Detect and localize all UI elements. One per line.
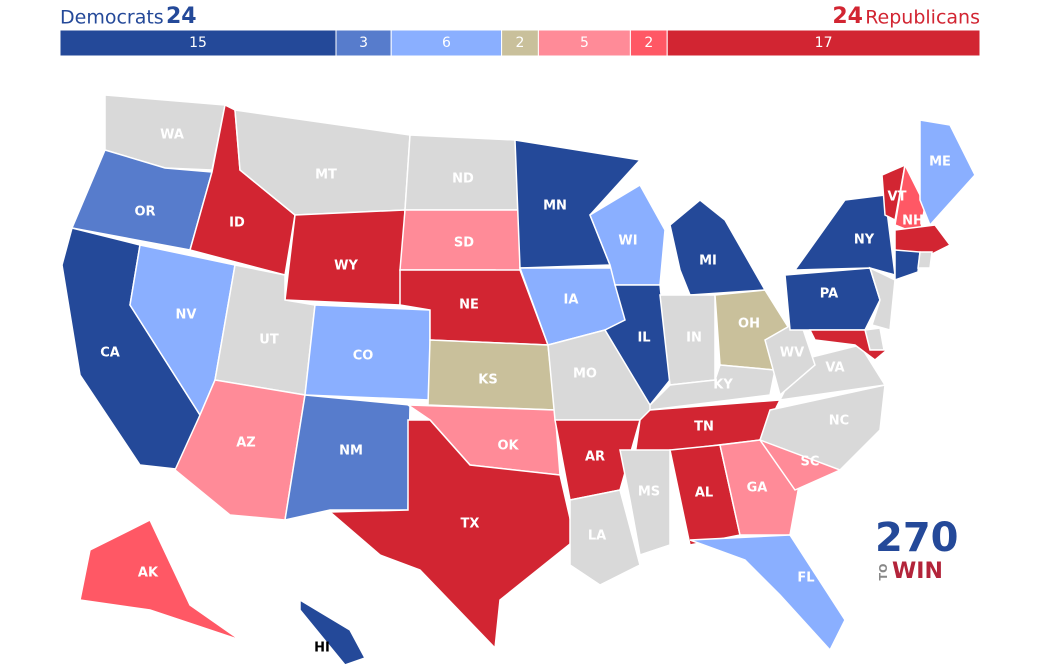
state-label: KY bbox=[713, 378, 733, 393]
segment-count: 15 bbox=[189, 35, 207, 51]
state-shape bbox=[868, 266, 896, 331]
state-label: ND bbox=[452, 172, 474, 187]
state-shape bbox=[759, 384, 886, 471]
logo-number: 270 bbox=[875, 515, 959, 561]
state-label: NY bbox=[854, 233, 875, 248]
state-label: FL bbox=[797, 571, 814, 586]
state-label: MS bbox=[638, 485, 660, 500]
segment-count: 6 bbox=[442, 35, 451, 51]
logo-to: TO bbox=[877, 564, 890, 581]
state-shape bbox=[793, 194, 896, 277]
bar-segment bbox=[666, 29, 981, 57]
state-label: AL bbox=[695, 486, 713, 501]
state-shape bbox=[328, 419, 576, 650]
state-shape bbox=[284, 394, 411, 521]
state-label: VA bbox=[825, 361, 844, 376]
state-label: ME bbox=[929, 155, 951, 170]
state-shape bbox=[689, 534, 846, 652]
segment-count: 3 bbox=[359, 35, 368, 51]
small-states bbox=[808, 224, 952, 361]
state-label: MT bbox=[315, 168, 337, 183]
state-label: WA bbox=[160, 128, 184, 143]
state-label: VT bbox=[888, 190, 907, 205]
state-shape bbox=[881, 163, 906, 222]
bar-segment bbox=[59, 29, 337, 57]
state-shape bbox=[284, 209, 406, 306]
logo: 270 TO WIN bbox=[875, 515, 959, 584]
state-label: WY bbox=[334, 259, 358, 274]
state-label: ID bbox=[229, 216, 245, 231]
state-shape bbox=[569, 489, 641, 586]
state-label: SD bbox=[454, 236, 474, 251]
state-shape bbox=[619, 449, 671, 556]
state-label: OH bbox=[738, 317, 760, 332]
state-shape bbox=[764, 318, 816, 397]
state-shape bbox=[104, 94, 226, 171]
state-label: IN bbox=[686, 331, 702, 346]
state-label: UT bbox=[259, 333, 279, 348]
state-shape bbox=[894, 249, 921, 282]
state-label: NC bbox=[829, 414, 849, 429]
state-shape bbox=[784, 267, 881, 331]
state-label: IA bbox=[564, 293, 579, 308]
state-label: MN bbox=[543, 199, 567, 214]
logo-win: WIN bbox=[892, 559, 943, 584]
segment-count: 17 bbox=[815, 35, 833, 51]
state-label: GA bbox=[747, 481, 768, 496]
state-label: PA bbox=[820, 287, 838, 302]
state-label: CA bbox=[100, 346, 120, 361]
state-label: SC bbox=[801, 455, 820, 470]
state-label: NE bbox=[459, 298, 479, 313]
state-label: NH bbox=[902, 214, 924, 229]
state-label: NV bbox=[176, 308, 197, 323]
state-shape bbox=[299, 598, 367, 666]
segment-count: 5 bbox=[580, 35, 589, 51]
state-label: NM bbox=[339, 444, 363, 459]
state-label: WV bbox=[780, 346, 804, 361]
state-label: MO bbox=[573, 367, 597, 382]
state-label: CO bbox=[353, 349, 374, 364]
state-label: LA bbox=[588, 529, 606, 544]
bar-segment bbox=[537, 29, 631, 57]
bar-segment bbox=[629, 29, 668, 57]
state-label: AZ bbox=[236, 436, 256, 451]
state-shape bbox=[917, 251, 933, 269]
state-shape bbox=[919, 119, 976, 227]
state-label: OK bbox=[497, 439, 519, 454]
rep-total: 24 bbox=[832, 4, 863, 29]
state-shape bbox=[79, 518, 241, 641]
state-shape bbox=[894, 224, 952, 256]
state-shape bbox=[808, 329, 890, 361]
rep-label: Republicans bbox=[865, 7, 980, 29]
state-label: AR bbox=[585, 450, 605, 465]
state-label: OR bbox=[134, 205, 155, 220]
state-label: KS bbox=[478, 373, 497, 388]
state-label: HI bbox=[314, 641, 330, 656]
state-label: IL bbox=[637, 331, 650, 346]
bar-segment bbox=[335, 29, 392, 57]
state-label: TX bbox=[461, 517, 480, 532]
state-shape bbox=[669, 199, 767, 296]
state-label: TN bbox=[694, 420, 714, 435]
dem-total: 24 bbox=[166, 4, 197, 29]
segment-count: 2 bbox=[644, 35, 653, 51]
state-shape bbox=[649, 364, 776, 411]
bar-segment bbox=[390, 29, 503, 57]
state-label: MI bbox=[699, 254, 717, 269]
dem-label: Democrats bbox=[60, 7, 164, 29]
state-label: AK bbox=[138, 566, 159, 581]
state-label: WI bbox=[618, 234, 637, 249]
segment-count: 2 bbox=[516, 35, 525, 51]
